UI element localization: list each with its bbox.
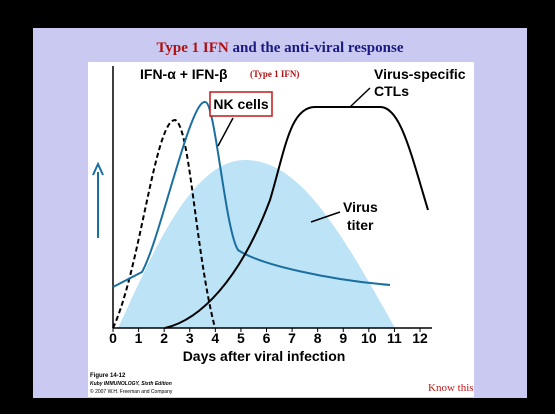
arrow-head (92, 161, 104, 176)
ifn-curve (112, 118, 216, 329)
virus-titer-area (118, 160, 395, 328)
note: Know this (428, 382, 474, 394)
x-tick-label: 10 (361, 330, 377, 346)
x-tick-label: 12 (412, 330, 428, 346)
title-rest: and the anti-viral response (233, 40, 404, 56)
title: Type 1 IFN and the anti-viral response (157, 40, 404, 56)
x-axis-label: Days after viral infection (183, 348, 346, 364)
x-tick-label: 9 (339, 330, 347, 346)
ctl-label-2: CTLs (374, 83, 409, 99)
x-tick-label: 2 (160, 330, 168, 346)
caption-figure: Figure 14-12 (90, 373, 126, 379)
caption-copyright: © 2007 W.H. Freeman and Company (90, 388, 173, 395)
virus-label-1: Virus (343, 199, 378, 215)
ifn-label: IFN-α + IFN-β (140, 66, 228, 82)
x-tick-label: 0 (109, 330, 117, 346)
x-tick-label: 1 (135, 330, 143, 346)
nk-label: NK cells (213, 96, 268, 112)
x-tick-label: 4 (211, 330, 219, 346)
ctl-pointer (349, 87, 371, 108)
virus-label-2: titer (347, 217, 374, 233)
nk-box (209, 91, 273, 117)
x-tick-label: 7 (288, 330, 296, 346)
ctl-curve (164, 106, 429, 329)
virus-pointer (310, 211, 341, 223)
x-tick-label: 5 (237, 330, 245, 346)
x-tick-label: 11 (387, 330, 402, 346)
ctl-label-1: Virus-specific (374, 66, 466, 82)
ifn-note: (Type 1 IFN) (250, 69, 299, 79)
nk-curve (112, 100, 391, 288)
x-tick-label: 8 (314, 330, 322, 346)
x-tick-label: 3 (186, 330, 194, 346)
x-ticks: 0 1 2 3 4 5 6 7 8 9 10 11 12 (109, 328, 428, 346)
caption-book: Kuby IMMUNOLOGY, Sixth Edition (90, 381, 172, 387)
nk-pointer (217, 117, 234, 147)
x-tick-label: 6 (263, 330, 271, 346)
title-highlight: Type 1 IFN (157, 40, 229, 56)
